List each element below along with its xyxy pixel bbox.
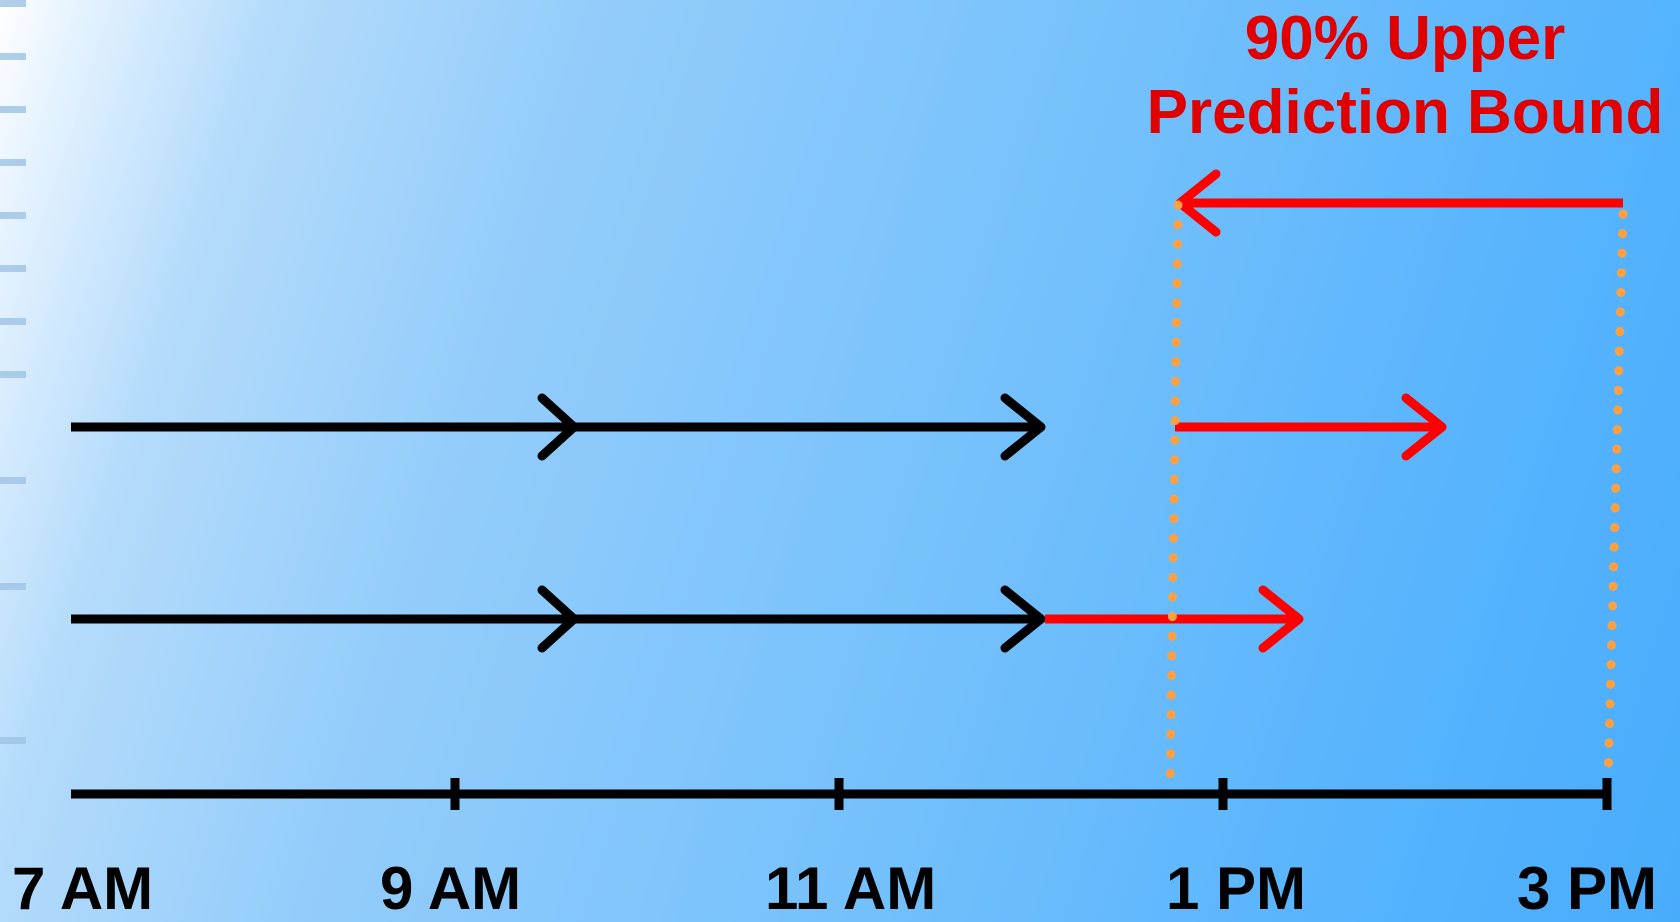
upper-predicted-arrow xyxy=(1175,393,1447,461)
tick-label-7am: 7 AM xyxy=(12,855,154,922)
tick-label-3pm: 3 PM xyxy=(1517,855,1658,922)
tick-label-1pm: 1 PM xyxy=(1166,855,1307,922)
time-axis xyxy=(71,778,1612,810)
lower-observed-arrow xyxy=(71,585,1046,653)
bound-projection-lines xyxy=(1165,200,1628,797)
annotation-line-2: Prediction Bound xyxy=(1146,78,1664,147)
tick-label-11am: 11 AM xyxy=(765,855,937,922)
prediction-bound-annotation: 90% Upper Prediction Bound xyxy=(1130,2,1680,150)
bound-projection-left xyxy=(1165,200,1183,797)
prediction-bound-arrow xyxy=(1175,169,1623,237)
arrowhead-right-icon xyxy=(1258,585,1304,653)
annotation-line-1: 90% Upper xyxy=(1244,4,1566,73)
chevron-right-icon xyxy=(537,393,579,461)
tick-label-9am: 9 AM xyxy=(380,855,522,922)
arrowhead-right-icon xyxy=(1401,393,1447,461)
chevron-right-icon xyxy=(537,585,579,653)
upper-observed-arrow xyxy=(71,393,1046,461)
arrowhead-right-icon xyxy=(1000,393,1046,461)
bound-projection-right xyxy=(1603,209,1628,785)
arrowhead-right-icon xyxy=(1000,585,1046,653)
background-stripes xyxy=(0,0,26,744)
